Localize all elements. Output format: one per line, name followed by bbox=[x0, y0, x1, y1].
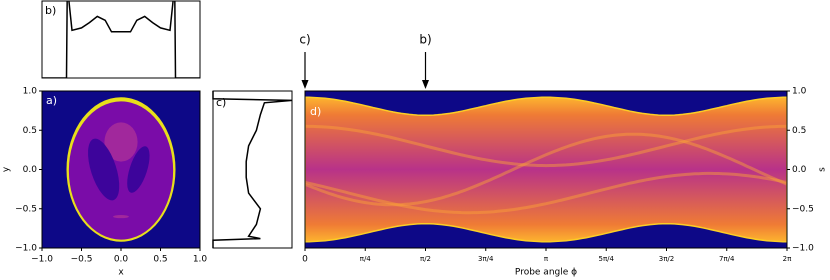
annotation: c) bbox=[299, 33, 310, 47]
profile bbox=[42, 1, 200, 78]
profile-line bbox=[212, 91, 293, 248]
y-tick-label: 0.0 bbox=[792, 165, 807, 175]
panel-label: a) bbox=[46, 94, 57, 107]
x-tick-label: −0.5 bbox=[71, 255, 93, 265]
annotation: b) bbox=[419, 33, 431, 47]
y-tick-label: 1.0 bbox=[23, 87, 38, 97]
x-tick-label: π/2 bbox=[420, 255, 431, 263]
x-tick-label: 5π/4 bbox=[599, 255, 615, 263]
x-tick-label: 3π/4 bbox=[478, 255, 494, 263]
y-tick-label: −0.5 bbox=[15, 204, 37, 214]
x-tick-label: π bbox=[544, 255, 549, 263]
y-tick-label: −1.0 bbox=[15, 244, 37, 254]
y-tick-label: 1.0 bbox=[792, 87, 807, 97]
x-tick-label: 0 bbox=[302, 255, 308, 265]
x-axis-label: x bbox=[118, 268, 124, 278]
panel-label: d) bbox=[310, 105, 321, 118]
phantom-right bbox=[127, 146, 150, 193]
x-tick-label: 1.0 bbox=[193, 255, 208, 265]
x-tick-label: 7π/4 bbox=[719, 255, 735, 263]
y-tick-label: 0.0 bbox=[23, 165, 38, 175]
sinogram bbox=[305, 96, 787, 243]
panel-frame bbox=[212, 90, 293, 249]
profile bbox=[212, 91, 293, 248]
y-tick-label: 0.5 bbox=[23, 126, 37, 136]
y-tick-label: −0.5 bbox=[792, 204, 814, 214]
sinogram-body bbox=[305, 96, 787, 243]
y-tick-label: 0.5 bbox=[792, 126, 806, 136]
phantom-left bbox=[88, 138, 120, 201]
sinogram-feature bbox=[305, 124, 787, 168]
annotation-arrowhead bbox=[301, 80, 309, 89]
x-tick-label: 0.5 bbox=[153, 255, 167, 265]
x-tick-label: −1.0 bbox=[31, 255, 53, 265]
sinogram-feature bbox=[305, 171, 787, 215]
profile-line bbox=[42, 1, 200, 78]
x-tick-label: 3π/2 bbox=[659, 255, 674, 263]
panel-label: c) bbox=[216, 96, 226, 109]
y-axis-label: s bbox=[818, 167, 828, 172]
x-tick-label: π/4 bbox=[360, 255, 372, 263]
phantom-top bbox=[104, 122, 138, 162]
x-tick-label: 2π bbox=[783, 255, 792, 263]
annotation-arrowhead bbox=[422, 80, 429, 89]
x-axis-label: Probe angle ϕ bbox=[515, 268, 577, 278]
panel-frame bbox=[41, 0, 201, 79]
phantom-dot bbox=[113, 215, 129, 219]
panel-label: b) bbox=[45, 4, 56, 17]
sinogram-feature bbox=[305, 132, 787, 207]
x-tick-label: 0.0 bbox=[114, 255, 129, 265]
y-tick-label: −1.0 bbox=[792, 244, 814, 254]
y-axis-label: y bbox=[2, 166, 12, 172]
phantom-body bbox=[68, 101, 174, 240]
